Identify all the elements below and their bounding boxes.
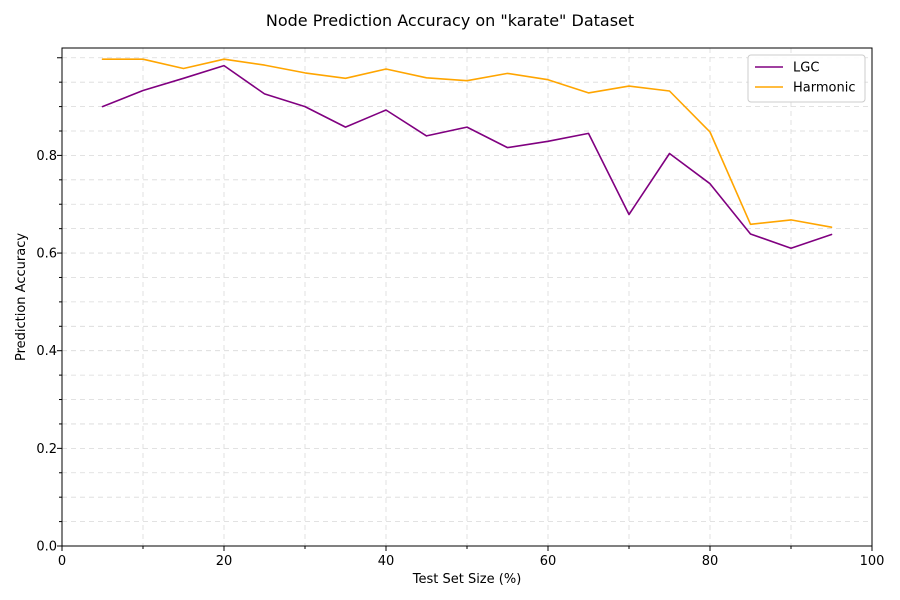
series-line-lgc <box>101 64 833 249</box>
x-tick-label: 60 <box>540 554 557 569</box>
y-tick-label: 0.2 <box>36 442 57 457</box>
axis-ticks: 0 20 40 60 80 100 0.0 0.2 0.4 0.6 0.8 <box>36 57 885 569</box>
x-tick-label: 40 <box>378 554 395 569</box>
y-axis-title: Prediction Accuracy <box>14 233 29 361</box>
x-tick-label: 80 <box>702 554 719 569</box>
y-tick-label: 0.8 <box>36 149 57 164</box>
legend-label-harmonic: Harmonic <box>793 81 855 96</box>
y-tick-label: 0.0 <box>36 540 57 555</box>
legend: LGC Harmonic <box>747 54 866 103</box>
x-tick-label: 100 <box>860 554 885 569</box>
y-tick-label: 0.4 <box>36 344 57 359</box>
legend-label-lgc: LGC <box>793 61 819 76</box>
y-tick-label: 0.6 <box>36 247 57 262</box>
x-axis-title: Test Set Size (%) <box>412 572 522 587</box>
chart-title: Node Prediction Accuracy on "karate" Dat… <box>266 11 634 30</box>
series-line-harmonic <box>101 58 833 228</box>
x-tick-label: 20 <box>216 554 233 569</box>
series-lines <box>101 58 833 249</box>
grid-lines <box>62 48 872 546</box>
x-tick-label: 0 <box>58 554 66 569</box>
